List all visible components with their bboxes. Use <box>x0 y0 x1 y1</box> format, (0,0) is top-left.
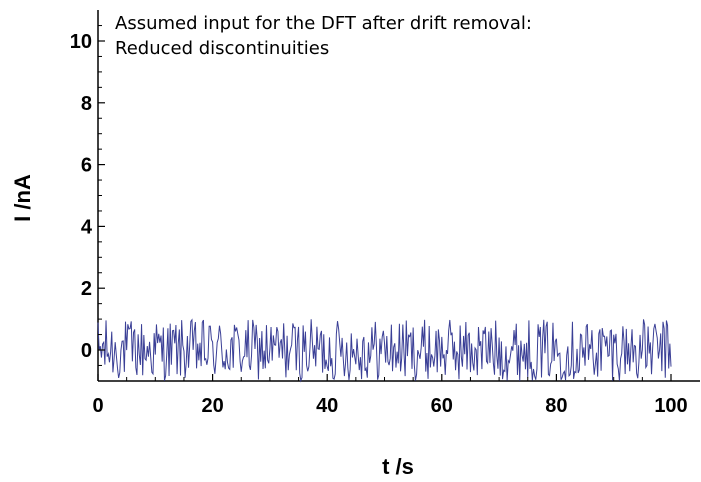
x-tick-label: 40 <box>316 395 338 417</box>
x-tick-label: 20 <box>201 395 223 417</box>
y-tick-label: 4 <box>81 216 93 238</box>
x-axis-label: t /s <box>382 454 414 479</box>
series-line <box>97 318 672 383</box>
y-tick-label: 0 <box>81 340 92 362</box>
series <box>97 318 672 383</box>
title-line-2: Reduced discontinuities <box>115 38 329 59</box>
ticks: 0 20 40 60 80 100 0 2 4 6 8 10 <box>70 25 688 417</box>
y-tick-label: 6 <box>81 155 92 177</box>
chart-title: Assumed input for the DFT after drift re… <box>115 13 532 59</box>
x-tick-label: 0 <box>92 395 103 417</box>
y-tick-label: 8 <box>81 93 92 115</box>
y-tick-label: 10 <box>70 31 92 53</box>
x-tick-label: 60 <box>431 395 453 417</box>
x-tick-label: 80 <box>545 395 567 417</box>
y-axis-label: I /nA <box>10 174 35 222</box>
x-tick-label: 100 <box>654 395 687 417</box>
title-line-1: Assumed input for the DFT after drift re… <box>115 13 532 34</box>
y-tick-label: 2 <box>81 278 92 300</box>
